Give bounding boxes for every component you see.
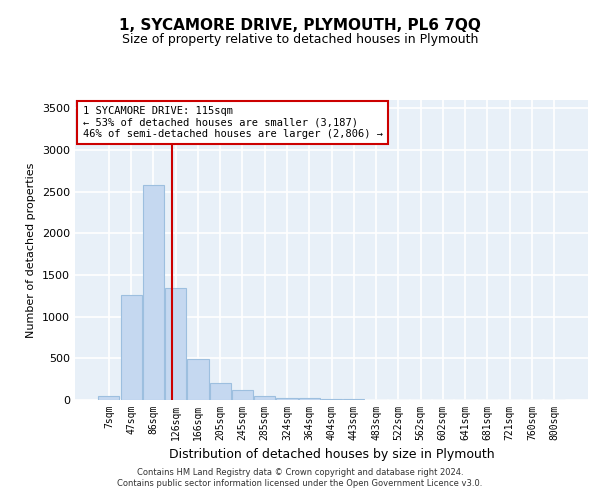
Bar [343,399,364,400]
Bar [232,390,253,400]
Bar [98,396,119,400]
Text: Contains HM Land Registry data © Crown copyright and database right 2024.
Contai: Contains HM Land Registry data © Crown c… [118,468,482,487]
Bar [187,359,209,400]
Bar [121,295,142,400]
Text: Size of property relative to detached houses in Plymouth: Size of property relative to detached ho… [122,32,478,46]
Bar [321,399,342,400]
Text: 1 SYCAMORE DRIVE: 115sqm
← 53% of detached houses are smaller (3,187)
46% of sem: 1 SYCAMORE DRIVE: 115sqm ← 53% of detach… [83,106,383,139]
Bar [299,398,320,400]
Bar [165,288,186,400]
Bar [254,396,275,400]
Text: 1, SYCAMORE DRIVE, PLYMOUTH, PL6 7QQ: 1, SYCAMORE DRIVE, PLYMOUTH, PL6 7QQ [119,18,481,32]
Bar [209,383,231,400]
Bar [143,185,164,400]
Y-axis label: Number of detached properties: Number of detached properties [26,162,37,338]
Bar [277,398,298,400]
X-axis label: Distribution of detached houses by size in Plymouth: Distribution of detached houses by size … [169,448,494,462]
